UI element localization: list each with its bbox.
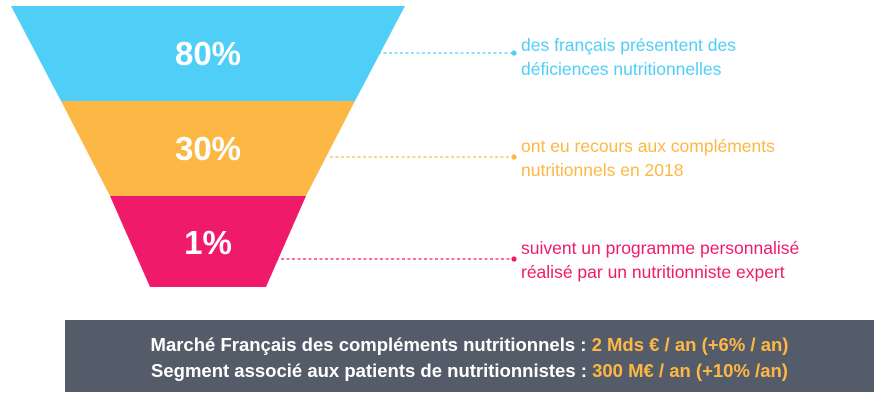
funnel-level-3-description-line-2: réalisé par un nutritionniste expert — [521, 262, 785, 282]
funnel-level-2-value: 30% — [175, 130, 241, 167]
funnel-level-3-description: suivent un programme personnalisé réalis… — [521, 236, 799, 284]
funnel-level-2-connector-dot — [511, 154, 517, 160]
funnel-level-2-description-line-2: nutritionnels en 2018 — [521, 160, 684, 180]
market-value: 2 Mds € / an (+6% / an) — [591, 334, 789, 355]
funnel-level-3-value: 1% — [184, 224, 232, 261]
market-label: Marché Français des compléments nutritio… — [150, 334, 592, 355]
funnel-level-3-segment — [110, 196, 306, 287]
market-summary-line-1: Marché Français des compléments nutritio… — [65, 334, 874, 356]
funnel-level-1-value: 80% — [175, 35, 241, 72]
segment-label: Segment associé aux patients de nutritio… — [151, 360, 593, 381]
funnel-level-2-segment — [61, 101, 355, 196]
funnel-level-3-description-line-1: suivent un programme personnalisé — [521, 238, 800, 258]
funnel-diagram: 80% 30% 1% — [11, 6, 517, 287]
funnel-level-1-description-line-2: déficiences nutritionnelles — [521, 59, 722, 79]
funnel-level-2-description-line-1: ont eu recours aux compléments — [521, 136, 775, 156]
funnel-level-3-connector-dot — [511, 256, 517, 262]
funnel-level-1-connector-dot — [511, 50, 517, 56]
market-summary-banner: Marché Français des compléments nutritio… — [65, 320, 874, 392]
funnel-level-2-description: ont eu recours aux compléments nutrition… — [521, 134, 775, 182]
segment-value: 300 M€ / an (+10% /an) — [592, 360, 788, 381]
funnel-level-1-description: des français présentent des déficiences … — [521, 33, 736, 81]
market-summary-line-2: Segment associé aux patients de nutritio… — [65, 360, 874, 382]
funnel-level-1-segment — [11, 6, 405, 101]
funnel-level-1-description-line-1: des français présentent des — [521, 35, 736, 55]
